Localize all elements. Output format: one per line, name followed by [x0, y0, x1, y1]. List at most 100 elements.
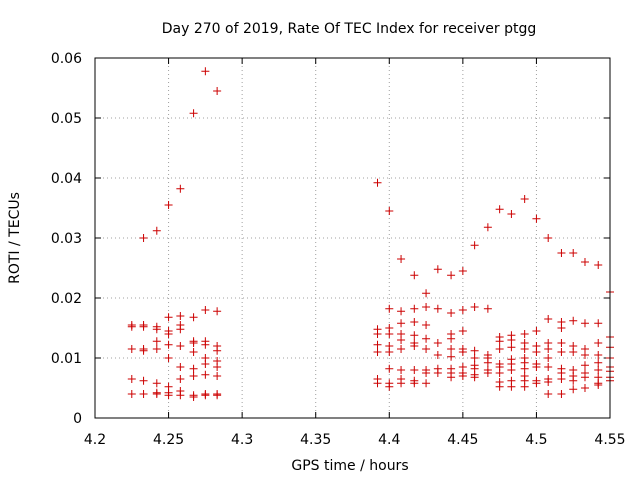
data-point: [139, 390, 148, 398]
y-tick-label: 0.06: [51, 51, 82, 67]
data-point: [410, 304, 419, 313]
data-point: [470, 241, 479, 250]
x-tick-label: 4.25: [153, 432, 184, 448]
data-point: [594, 351, 603, 359]
data-point: [594, 358, 603, 367]
data-point: [164, 313, 173, 322]
data-point: [569, 348, 578, 356]
data-point: [176, 363, 185, 371]
data-point: [580, 258, 589, 266]
data-point: [373, 330, 382, 338]
y-tick-label: 0.05: [51, 111, 82, 127]
data-point: [152, 345, 161, 353]
chart-title: Day 270 of 2019, Rate Of TEC Index for r…: [162, 21, 537, 37]
data-point: [201, 360, 210, 368]
data-point: [594, 339, 603, 347]
data-point: [397, 379, 406, 388]
data-point: [520, 382, 529, 391]
data-point: [397, 336, 406, 344]
data-point: [495, 382, 504, 391]
x-tick-label: 4.3: [231, 432, 253, 448]
data-point: [433, 339, 442, 347]
y-tick-label: 0.01: [51, 351, 82, 367]
data-point: [422, 345, 431, 353]
data-point: [569, 316, 578, 325]
data-point: [580, 351, 589, 359]
data-point: [557, 339, 566, 347]
data-point: [397, 345, 406, 353]
y-axis-label: ROTI / TECUs: [7, 192, 23, 284]
data-point: [507, 382, 516, 391]
data-point: [507, 210, 516, 218]
data-point: [532, 363, 541, 371]
data-point: [127, 345, 136, 353]
data-point: [544, 345, 553, 353]
data-point: [594, 319, 603, 328]
data-point: [594, 381, 603, 389]
x-tick-label: 4.5: [525, 432, 547, 448]
data-point: [189, 393, 198, 401]
data-point: [557, 324, 566, 332]
data-point: [385, 348, 394, 356]
data-point: [458, 348, 467, 356]
data-point: [520, 364, 529, 373]
data-point: [458, 306, 467, 314]
data-point: [447, 309, 456, 317]
data-point: [507, 336, 516, 344]
data-point: [410, 342, 419, 350]
data-point: [189, 109, 198, 118]
data-point: [544, 315, 553, 323]
data-point: [201, 340, 210, 349]
data-point: [164, 340, 173, 349]
data-point: [139, 322, 148, 331]
data-point: [410, 366, 419, 374]
data-point: [544, 363, 553, 371]
data-point: [433, 369, 442, 377]
data-point: [397, 319, 406, 328]
data-point: [139, 376, 148, 385]
data-point: [433, 265, 442, 274]
data-point: [422, 369, 431, 377]
y-tick-label: 0.02: [51, 291, 82, 307]
data-point: [532, 327, 541, 335]
data-point: [164, 391, 173, 400]
data-point: [458, 327, 467, 335]
data-point: [201, 67, 210, 76]
grid-lines: [94, 57, 611, 419]
data-point: [139, 234, 148, 242]
y-tick-label: 0.03: [51, 231, 82, 247]
data-point: [580, 373, 589, 382]
data-point: [139, 346, 148, 355]
x-tick-label: 4.2: [84, 432, 106, 448]
data-point: [520, 345, 529, 353]
data-point: [447, 271, 456, 280]
data-point: [557, 249, 566, 257]
data-point: [569, 249, 578, 257]
data-point: [385, 364, 394, 373]
data-point: [520, 195, 529, 203]
data-point: [152, 226, 161, 235]
data-point: [483, 223, 492, 232]
x-tick-label: 4.4: [378, 432, 400, 448]
data-point: [410, 318, 419, 326]
tick-labels: 4.2 4.25 4.3 4.35 4.4 4.45 4.5 4.55 0 0.01 0.02 0.0…: [51, 51, 626, 448]
data-point: [470, 354, 479, 362]
plot-frame: [94, 57, 611, 419]
data-point: [422, 321, 431, 329]
data-point: [127, 322, 136, 331]
x-axis-label: GPS time / hours: [291, 458, 408, 474]
data-point: [189, 339, 198, 347]
data-point: [152, 379, 161, 388]
data-point: [594, 261, 603, 269]
data-point: [495, 345, 504, 353]
data-point: [483, 358, 492, 367]
data-point: [410, 271, 419, 280]
x-tick-label: 4.45: [447, 432, 478, 448]
data-point: [385, 382, 394, 391]
data-point: [189, 313, 198, 322]
data-point: [176, 342, 185, 350]
data-point: [447, 334, 456, 343]
data-point: [397, 366, 406, 374]
